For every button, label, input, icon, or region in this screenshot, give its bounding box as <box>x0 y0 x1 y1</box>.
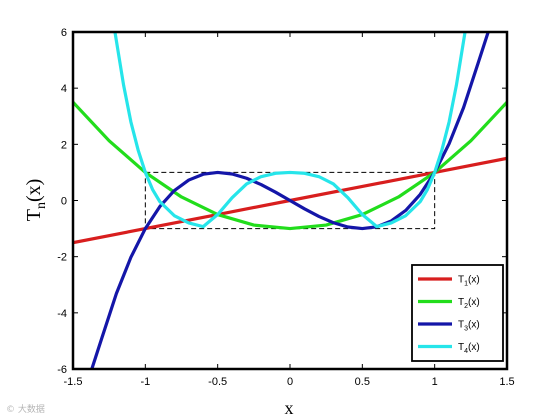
y-tick-label: -2 <box>57 252 67 264</box>
legend-label-t2: T2(x) <box>458 297 480 310</box>
y-tick-label: -6 <box>57 364 67 376</box>
legend-label-suffix: (x) <box>468 275 480 286</box>
plot-content <box>73 32 507 369</box>
legend-label-sub: 4 <box>464 348 468 355</box>
y-tick-label: 6 <box>61 27 67 39</box>
y-axis-label-sub: n <box>34 202 49 209</box>
x-tick-label: 0 <box>287 376 293 388</box>
legend-label-suffix: (x) <box>468 297 480 308</box>
x-axis-label: x <box>285 398 294 418</box>
legend-label-sub: 2 <box>464 303 468 310</box>
legend-label-suffix: (x) <box>468 342 480 353</box>
y-axis-label: Tn(x) <box>23 179 49 222</box>
x-tick-label: 1.5 <box>499 376 514 388</box>
y-axis-label-suffix: (x) <box>23 179 45 202</box>
series-line-t4 <box>113 32 467 229</box>
watermark: © 大数据 <box>6 403 45 415</box>
y-tick-label: -4 <box>57 308 67 320</box>
series-line-t3 <box>90 32 490 369</box>
legend-label-main: T <box>458 320 464 331</box>
legend-label-suffix: (x) <box>468 320 480 331</box>
legend-label-main: T <box>458 342 464 353</box>
y-tick-label: 2 <box>61 139 67 151</box>
legend-label-main: T <box>458 297 464 308</box>
legend-label-sub: 1 <box>464 281 468 288</box>
legend-label-main: T <box>458 275 464 286</box>
svg-text:Tn(x): Tn(x) <box>23 179 49 222</box>
legend-label-sub: 3 <box>464 326 468 333</box>
legend: T1(x)T2(x)T3(x)T4(x) <box>411 264 504 362</box>
y-tick-label: 0 <box>61 196 67 208</box>
x-tick-label: -0.5 <box>208 376 227 388</box>
axes-layer: -1.5 -1 -0.5 0 0.5 1 1.5 -6 -4 -2 0 2 4 6 <box>57 27 514 388</box>
x-tick-label: 1 <box>432 376 438 388</box>
x-tick-label: 0.5 <box>355 376 370 388</box>
y-tick-label: 4 <box>61 83 67 95</box>
legend-label-t1: T1(x) <box>458 275 480 288</box>
x-tick-label: -1.5 <box>64 376 83 388</box>
y-axis-label-main: T <box>23 209 45 221</box>
x-tick-label: -1 <box>140 376 150 388</box>
legend-label-t3: T3(x) <box>458 320 480 333</box>
legend-label-t4: T4(x) <box>458 342 480 355</box>
